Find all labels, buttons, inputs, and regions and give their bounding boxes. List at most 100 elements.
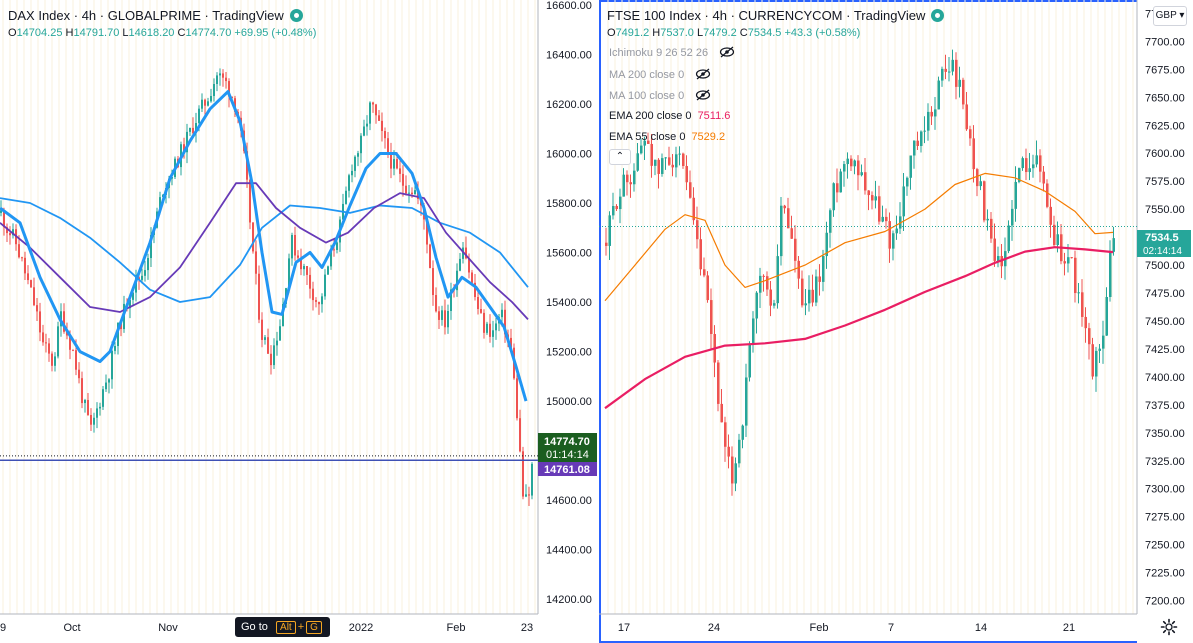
candle-body — [144, 270, 146, 276]
candle-body — [741, 425, 744, 440]
candle-body — [264, 337, 266, 340]
candle-body — [717, 362, 720, 404]
candle-body — [213, 84, 215, 97]
indicator-label: EMA 55 close 0 — [609, 131, 686, 143]
candle-body — [216, 75, 218, 85]
candle-body — [916, 140, 919, 146]
price-tick-label: 15000.00 — [546, 396, 592, 408]
candle-body — [773, 303, 776, 306]
candle-body — [531, 463, 533, 496]
candle-body — [895, 228, 898, 234]
price-tick-label: 7675.00 — [1145, 64, 1185, 76]
candle-body — [710, 300, 713, 334]
candle-body — [986, 218, 989, 221]
candle-body — [78, 369, 80, 379]
candle-body — [808, 289, 811, 304]
collapse-legend-button[interactable]: ⌃ — [609, 149, 631, 165]
hidden-eye-icon[interactable] — [719, 46, 735, 58]
candle-body — [979, 181, 982, 187]
candle-body — [192, 127, 194, 134]
candle-body — [1056, 234, 1059, 246]
candle-body — [801, 278, 804, 306]
price-tick-label: 14200.00 — [546, 594, 592, 606]
ftse-chart-canvas[interactable]: 7725.007700.007675.007650.007625.007600.… — [599, 0, 1193, 643]
candle-body — [120, 322, 122, 330]
indicator-ma100[interactable]: MA 100 close 0 — [609, 89, 711, 102]
price-tick-label: 15800.00 — [546, 198, 592, 210]
time-tick-label: 9 — [0, 622, 6, 634]
candle-body — [330, 249, 332, 267]
candle-body — [703, 269, 706, 276]
candle-body — [1007, 225, 1010, 252]
price-tick-label: 7200.00 — [1145, 596, 1185, 608]
hidden-eye-icon[interactable] — [695, 89, 711, 101]
candle-body — [333, 249, 335, 251]
price-tick-label: 16000.00 — [546, 149, 592, 161]
dax-ohlc-legend: O14704.25 H14791.70 L14618.20 C14774.70 … — [8, 27, 316, 39]
candle-body — [18, 244, 20, 258]
price-tick-label: 7625.00 — [1145, 120, 1185, 132]
ohlc-low-key: L — [696, 27, 704, 39]
indicator-ichimoku[interactable]: Ichimoku 9 26 52 26 — [609, 46, 735, 59]
indicator-ema200[interactable]: EMA 200 close 0 7511.6 — [609, 110, 730, 122]
candle-body — [75, 350, 77, 370]
candle-body — [42, 332, 44, 343]
price-tick-label: 7575.00 — [1145, 176, 1185, 188]
candle-body — [351, 170, 353, 176]
candle-body — [444, 310, 446, 328]
dax-chart-pane[interactable]: 16600.00 16400.00 16200.00 16000.00 15800.00… — [0, 0, 597, 643]
candle-body — [315, 300, 317, 302]
ohlc-low-value: 14618.20 — [128, 27, 175, 39]
candle-body — [81, 378, 83, 404]
candle-body — [885, 216, 888, 222]
time-tick-label: 21 — [1063, 622, 1075, 634]
candle-body — [843, 164, 846, 172]
candle-body — [829, 210, 832, 233]
candle-body — [836, 183, 839, 193]
candle-body — [390, 153, 392, 169]
time-tick-label: Oct — [63, 622, 80, 634]
indicator-label: EMA 200 close 0 — [609, 110, 692, 122]
candle-body — [1035, 155, 1038, 165]
countdown-label: 02:14:14 — [1143, 246, 1182, 257]
last-price-label: 14774.70 — [544, 436, 590, 448]
candle-body — [150, 234, 152, 259]
candle-body — [1077, 292, 1080, 294]
price-tick-label: 7475.00 — [1145, 288, 1185, 300]
ftse-chart-pane[interactable]: 7725.007700.007675.007650.007625.007600.… — [599, 0, 1193, 643]
candle-body — [201, 99, 203, 109]
candle-body — [471, 272, 473, 283]
settings-gear-icon[interactable] — [1160, 618, 1178, 636]
candle-body — [117, 322, 119, 347]
candle-body — [321, 296, 323, 305]
candle-body — [787, 208, 790, 229]
goto-date-button[interactable]: Go to Alt + G — [235, 617, 330, 637]
candle-body — [1105, 296, 1108, 336]
candle-body — [27, 273, 29, 281]
candle-body — [489, 323, 491, 337]
ohlc-open-value: 7491.2 — [615, 27, 650, 39]
candle-body — [990, 218, 993, 239]
hidden-eye-icon[interactable] — [695, 68, 711, 80]
candle-body — [636, 153, 639, 171]
candle-body — [909, 155, 912, 178]
candle-body — [246, 151, 248, 180]
indicator-ema55[interactable]: EMA 55 close 0 7529.2 — [609, 131, 725, 143]
dax-chart-canvas[interactable]: 16600.00 16400.00 16200.00 16000.00 15800.00… — [0, 0, 597, 643]
ma-slow-line — [0, 197, 529, 303]
candle-body — [892, 233, 895, 249]
candle-body — [414, 190, 416, 195]
indicator-ma200[interactable]: MA 200 close 0 — [609, 68, 711, 81]
candle-body — [615, 206, 618, 210]
candle-body — [525, 494, 527, 497]
candle-body — [378, 115, 380, 121]
candle-body — [375, 104, 377, 116]
candle-body — [1081, 292, 1084, 317]
candle-body — [675, 154, 678, 168]
currency-selector[interactable]: GBP ▾ — [1153, 6, 1187, 26]
candle-body — [1112, 238, 1115, 252]
candle-body — [923, 130, 926, 132]
time-tick-label: Nov — [158, 622, 178, 634]
indicator-label: MA 100 close 0 — [609, 90, 685, 102]
ohlc-close-key: C — [739, 27, 748, 39]
